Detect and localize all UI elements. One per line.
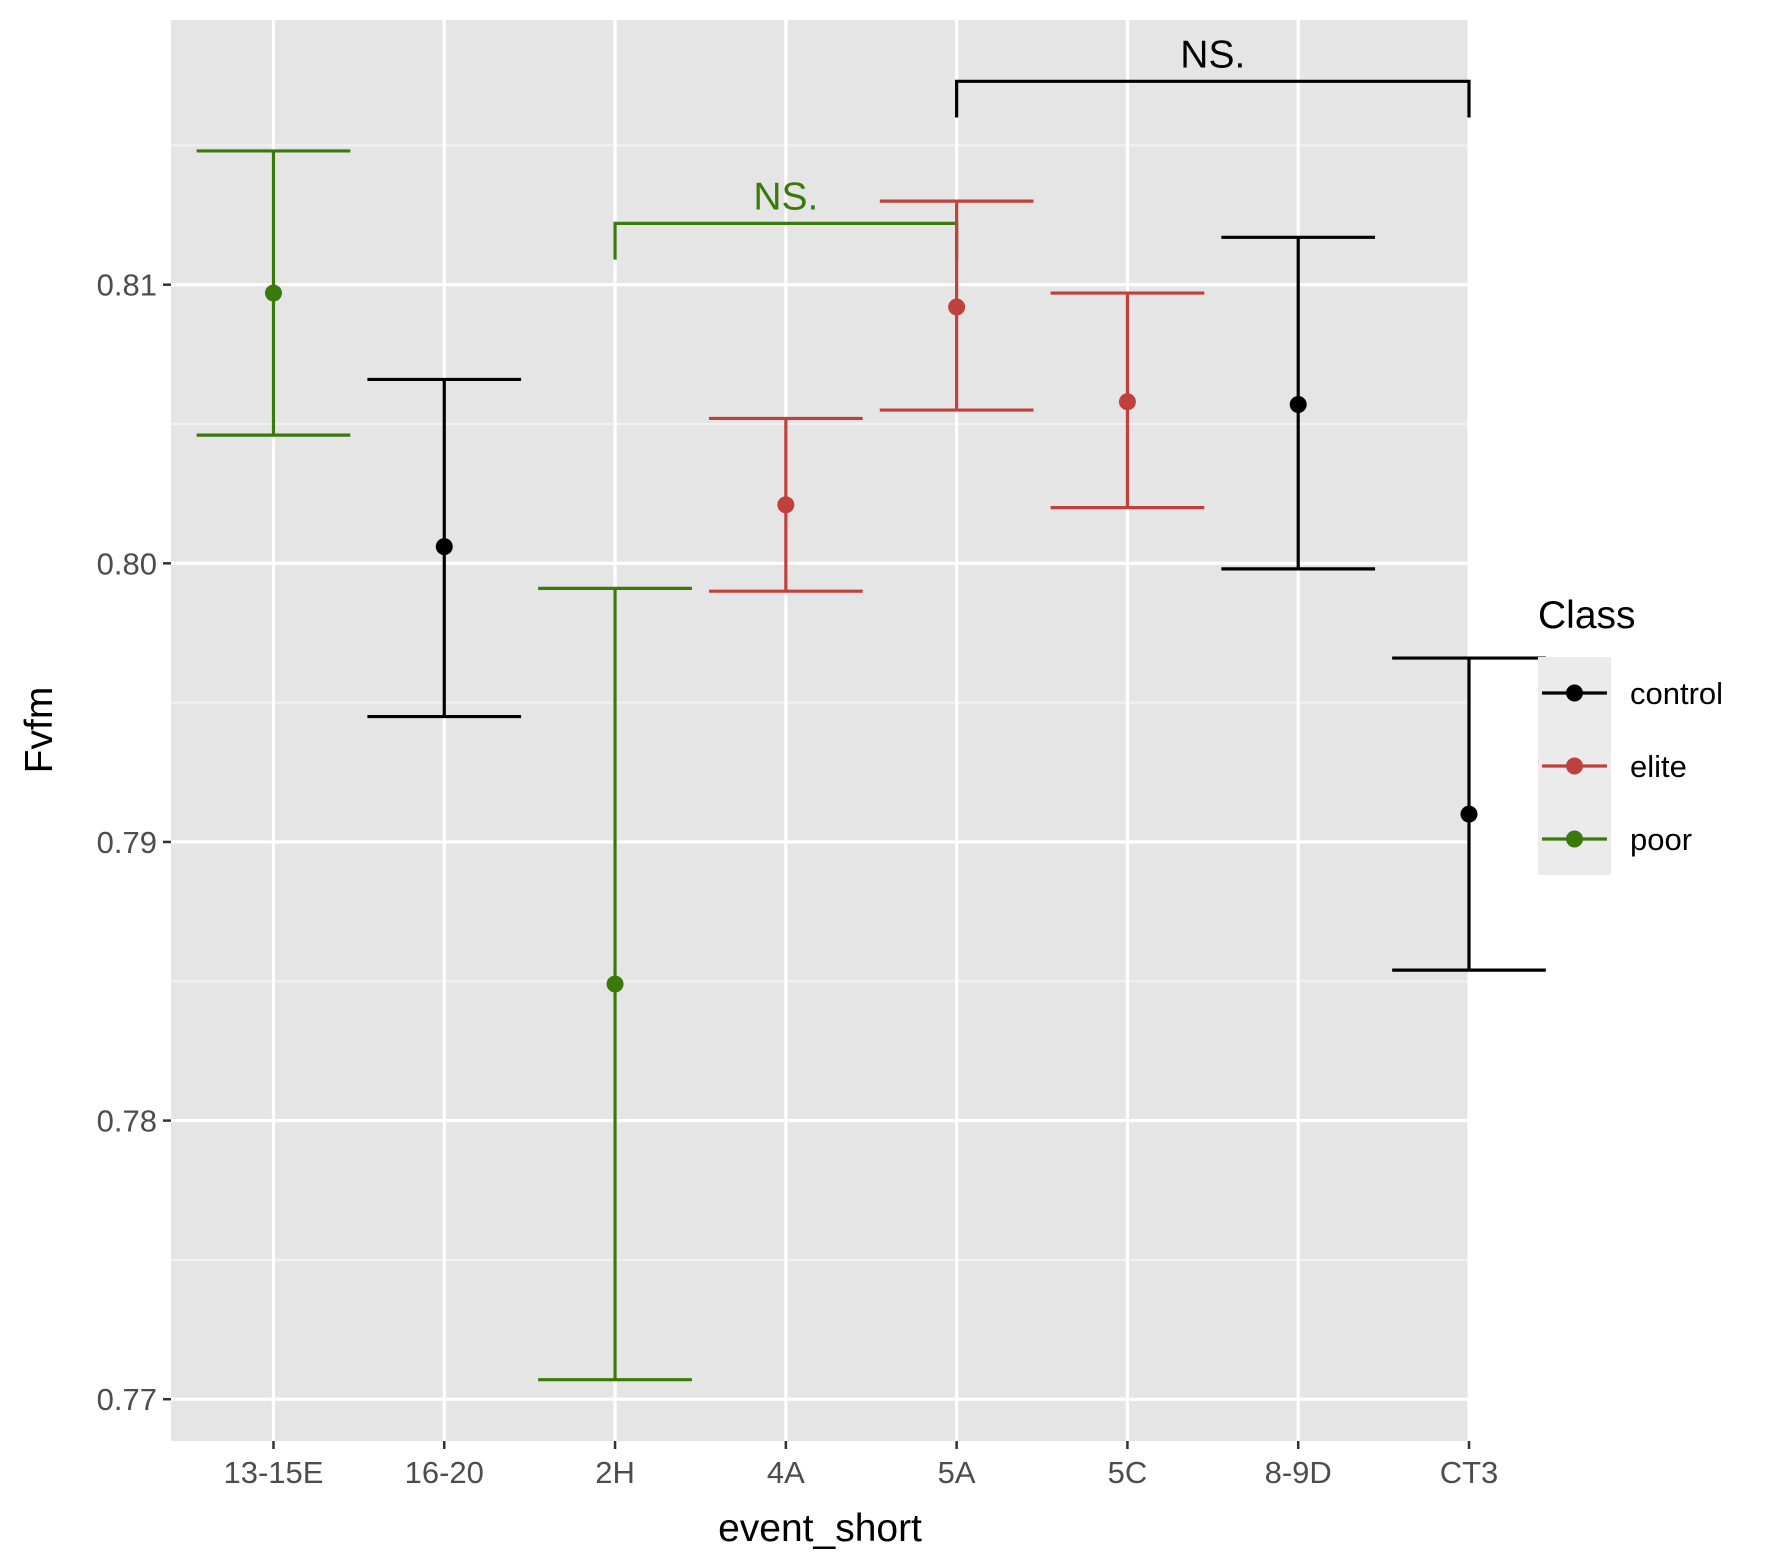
significance-brackets: NS. NS. (613, 33, 1471, 260)
y-tick-label: 0.81 (97, 268, 157, 303)
data-point (1460, 805, 1478, 823)
x-tick-label: 5C (1108, 1455, 1148, 1490)
x-tick-label: 4A (767, 1455, 805, 1490)
x-tick-label: 16-20 (405, 1455, 484, 1490)
y-tick-label: 0.80 (97, 546, 157, 581)
x-tick-label: 13-15E (223, 1455, 323, 1490)
legend-key-point (1566, 684, 1583, 702)
x-axis-title: event_short (718, 1507, 922, 1550)
panel-background (171, 20, 1469, 1441)
data-points (264, 284, 1478, 993)
legend-key-point (1566, 830, 1583, 848)
y-tick-label: 0.77 (97, 1382, 157, 1417)
grid-minor (171, 144, 1469, 1261)
y-axis: 0.77 0.78 0.79 0.80 0.81 (97, 268, 171, 1417)
significance-label: NS. (1180, 33, 1245, 76)
x-tick-label: 8-9D (1265, 1455, 1332, 1490)
data-point (264, 284, 282, 302)
data-point (1289, 396, 1307, 414)
x-tick-label: CT3 (1440, 1455, 1499, 1490)
legend-label: poor (1630, 822, 1692, 857)
legend-label: elite (1630, 749, 1687, 784)
x-tick-label: 2H (595, 1455, 635, 1490)
y-tick-label: 0.79 (97, 825, 157, 860)
significance-bracket (955, 79, 1471, 118)
data-point (606, 975, 624, 993)
x-axis: 13-15E 16-20 2H 4A 5A 5C 8-9D CT3 (223, 1441, 1498, 1490)
y-tick-label: 0.78 (97, 1104, 157, 1139)
data-point (435, 538, 453, 556)
data-point (1118, 393, 1136, 411)
significance-label: NS. (753, 175, 818, 218)
x-tick-label: 5A (938, 1455, 976, 1490)
y-axis-title: Fvfm (18, 687, 61, 774)
legend: Class control elite poor (1538, 594, 1723, 875)
legend-key-point (1566, 757, 1583, 775)
legend-label: control (1630, 676, 1723, 711)
legend-title: Class (1538, 594, 1636, 637)
data-point (948, 298, 966, 316)
data-point (777, 496, 795, 514)
